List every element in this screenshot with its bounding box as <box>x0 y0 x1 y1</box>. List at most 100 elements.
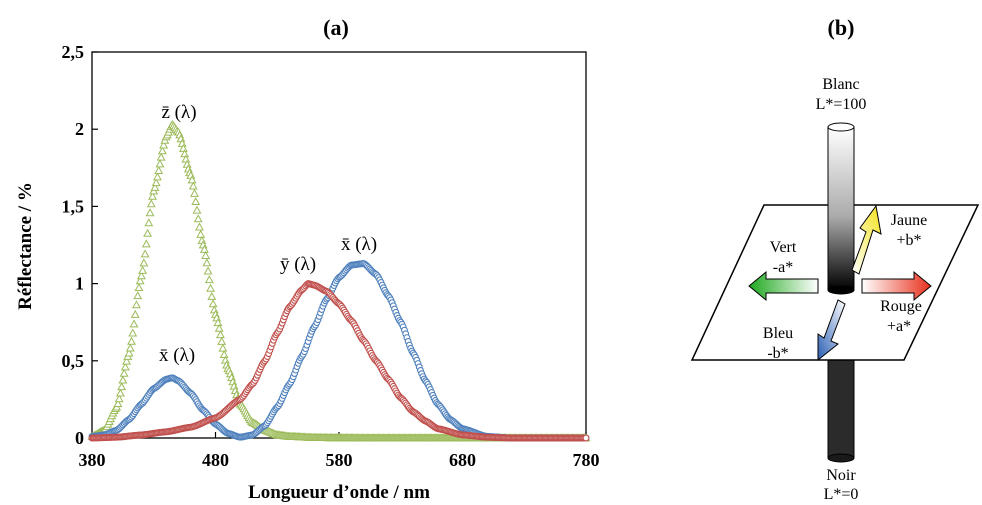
red-arrow <box>861 270 932 302</box>
data-point <box>180 149 190 158</box>
data-point <box>157 146 167 155</box>
data-point <box>215 330 225 339</box>
x-axis: 380 480 580 680 780 <box>79 432 600 470</box>
label-blanc: Blanc <box>822 76 859 93</box>
data-point <box>155 159 165 168</box>
chart-title: (a) <box>323 15 349 40</box>
green-arrow <box>748 270 819 302</box>
data-point <box>156 152 166 161</box>
data-point <box>582 434 590 442</box>
data-point <box>135 276 145 285</box>
annotation-y-bar: ȳ (λ) <box>280 254 316 275</box>
data-point <box>188 181 198 190</box>
data-point <box>115 388 125 397</box>
x-tick-label: 580 <box>326 450 353 470</box>
data-point <box>190 188 199 197</box>
data-point <box>187 175 197 184</box>
data-point <box>132 300 141 309</box>
data-point <box>194 222 204 231</box>
data-point <box>128 328 138 337</box>
data-point <box>197 235 207 244</box>
label-jaune: Jaune <box>891 212 927 229</box>
y-axis: 0 0,5 1 1,5 2 2,5 <box>62 42 98 448</box>
data-point <box>130 309 140 318</box>
data-point <box>122 356 132 365</box>
data-point <box>141 239 151 248</box>
data-point <box>199 244 209 253</box>
data-point <box>209 305 219 314</box>
lightness-cylinder <box>827 126 855 291</box>
data-point <box>113 399 123 408</box>
data-point <box>114 394 124 403</box>
data-point <box>178 143 188 152</box>
data-point <box>204 275 214 284</box>
y-tick-label: 1,5 <box>62 196 85 216</box>
data-point <box>125 343 135 352</box>
label-noir: Noir <box>826 467 856 484</box>
data-point <box>133 291 143 300</box>
data-point <box>145 208 155 217</box>
data-point <box>207 291 217 300</box>
data-point <box>150 182 160 191</box>
label-l100: L*=100 <box>816 96 867 113</box>
label-minus-b: -b* <box>767 345 788 362</box>
cylinder-mid-cap <box>827 285 855 295</box>
data-point <box>218 343 228 352</box>
blue-arrow <box>817 299 846 362</box>
data-point <box>191 197 201 206</box>
data-point <box>117 382 127 391</box>
y-tick-label: 2 <box>75 119 84 139</box>
y-axis-label: Réflectance / % <box>15 182 36 310</box>
cylinder-top-cap <box>827 122 855 132</box>
label-bleu: Bleu <box>763 325 793 342</box>
annotation-z-bar: z̄ (λ) <box>161 102 196 123</box>
data-point <box>217 336 227 345</box>
label-minus-a: -a* <box>773 259 793 276</box>
data-point <box>124 348 134 357</box>
data-point <box>129 319 139 328</box>
x-tick-label: 380 <box>79 450 106 470</box>
data-point <box>159 140 169 149</box>
data-point <box>134 282 144 291</box>
label-rouge: Rouge <box>880 298 922 315</box>
data-point <box>143 228 153 237</box>
data-point <box>120 362 130 371</box>
label-plus-b: +b* <box>896 232 921 249</box>
y-tick-label: 1 <box>75 274 84 294</box>
data-point <box>202 258 212 267</box>
data-point <box>208 299 218 308</box>
data-point <box>151 178 161 187</box>
annotation-x-bar-blue-peak: x̄ (λ) <box>159 345 195 366</box>
data-point <box>136 271 146 280</box>
data-point <box>119 368 129 377</box>
y-tick-label: 0 <box>75 428 84 448</box>
annotation-x-bar-red-peak: x̄ (λ) <box>341 234 377 255</box>
x-tick-label: 680 <box>449 450 476 470</box>
yellow-arrow <box>851 204 882 275</box>
label-l0: L*=0 <box>824 486 859 503</box>
data-point <box>127 336 136 345</box>
data-point <box>203 266 213 275</box>
data-point <box>153 172 162 181</box>
series-layer <box>87 119 591 442</box>
x-tick-label: 780 <box>573 450 600 470</box>
data-point <box>219 349 229 358</box>
data-point <box>201 250 211 259</box>
data-point <box>193 214 203 223</box>
data-point <box>154 166 164 175</box>
data-point <box>118 375 128 384</box>
label-vert: Vert <box>770 239 797 256</box>
data-point <box>214 323 224 332</box>
data-point <box>213 318 223 327</box>
data-point <box>192 205 202 214</box>
diagram-title: (b) <box>828 15 855 40</box>
data-point <box>140 249 150 258</box>
cylinder-bottom-cap <box>827 453 855 463</box>
data-point <box>144 218 154 227</box>
label-plus-a: +a* <box>887 318 911 335</box>
x-axis-label: Longueur d’onde / nm <box>248 482 430 503</box>
data-point <box>139 258 149 267</box>
y-tick-label: 2,5 <box>62 42 85 62</box>
data-point <box>148 191 157 200</box>
